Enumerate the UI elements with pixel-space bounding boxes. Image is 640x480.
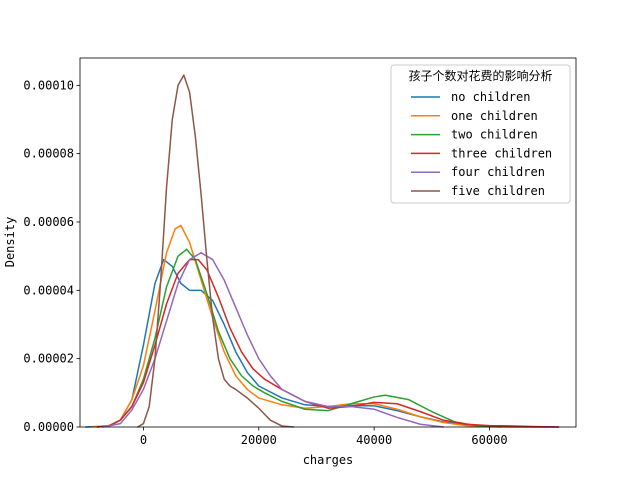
legend-label-three-children: three children <box>451 146 552 160</box>
y-tick-label: 0.00002 <box>23 352 74 366</box>
x-axis-label: charges <box>303 453 354 467</box>
plot-frame <box>79 57 577 428</box>
legend-label-one-children: one children <box>451 109 538 123</box>
y-tick-label: 0.00006 <box>23 215 74 229</box>
y-tick-label: 0.00008 <box>23 147 74 161</box>
x-tick-label: 0 <box>140 433 147 447</box>
y-axis: 0.00000 0.00002 0.00004 0.00006 0.00008 0.000… <box>23 78 80 434</box>
legend-label-no-children: no children <box>451 90 530 104</box>
series-line-four-children <box>102 252 445 428</box>
x-tick-label: 60000 <box>471 433 507 447</box>
legend-frame <box>390 64 571 204</box>
x-tick-label: 40000 <box>356 433 392 447</box>
x-axis: 0 20000 40000 60000 <box>140 427 508 447</box>
legend-label-four-children: four children <box>451 165 545 179</box>
y-tick-label: 0.00004 <box>23 283 74 297</box>
legend-label-five-children: five children <box>451 184 545 198</box>
x-tick-label: 20000 <box>241 433 277 447</box>
series-layer <box>85 74 560 428</box>
legend: 孩子个数对花费的影响分析 no children one children two … <box>390 64 571 204</box>
y-tick-label: 0.00010 <box>23 78 74 92</box>
legend-title: 孩子个数对花费的影响分析 <box>408 68 552 83</box>
y-tick-label: 0.00000 <box>23 420 74 434</box>
legend-entries: no children one children two children three… <box>411 90 552 198</box>
series-line-two-children <box>96 248 502 428</box>
series-line-five-children <box>136 74 295 428</box>
y-axis-label: Density <box>3 217 17 268</box>
series-line-one-children <box>90 224 514 428</box>
legend-label-two-children: two children <box>451 128 538 142</box>
series-line-three-children <box>96 258 560 428</box>
